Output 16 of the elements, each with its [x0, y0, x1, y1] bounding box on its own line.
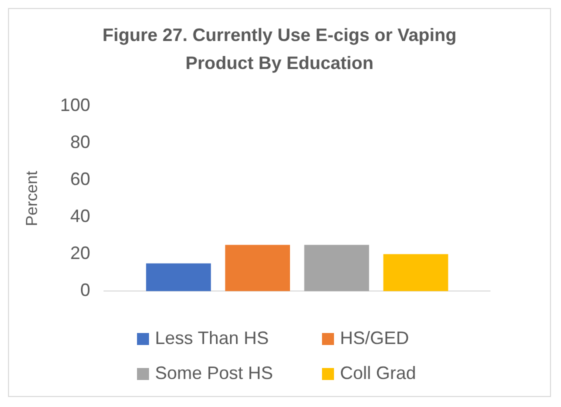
y-tick-label: 0 [80, 280, 90, 300]
y-tick-label: 20 [70, 243, 90, 264]
bar [383, 254, 448, 292]
y-tick-label: 40 [70, 206, 90, 226]
y-axis-title: Percent [24, 170, 42, 226]
bar [304, 244, 370, 292]
y-tick-label: 60 [70, 168, 90, 189]
y-tick-label: 80 [70, 132, 90, 152]
legend-label: HS/GED [340, 328, 410, 349]
bar [146, 263, 211, 292]
chart-title: Figure 27. Currently Use E-cigs or Vaping Product By Education [101, 24, 458, 75]
bar [225, 244, 290, 292]
y-tick-label: 100 [60, 94, 90, 115]
legend-label: Some Post HS [155, 363, 274, 384]
legend-label: Less Than HS [155, 328, 269, 349]
legend-label: Coll Grad [340, 363, 416, 384]
